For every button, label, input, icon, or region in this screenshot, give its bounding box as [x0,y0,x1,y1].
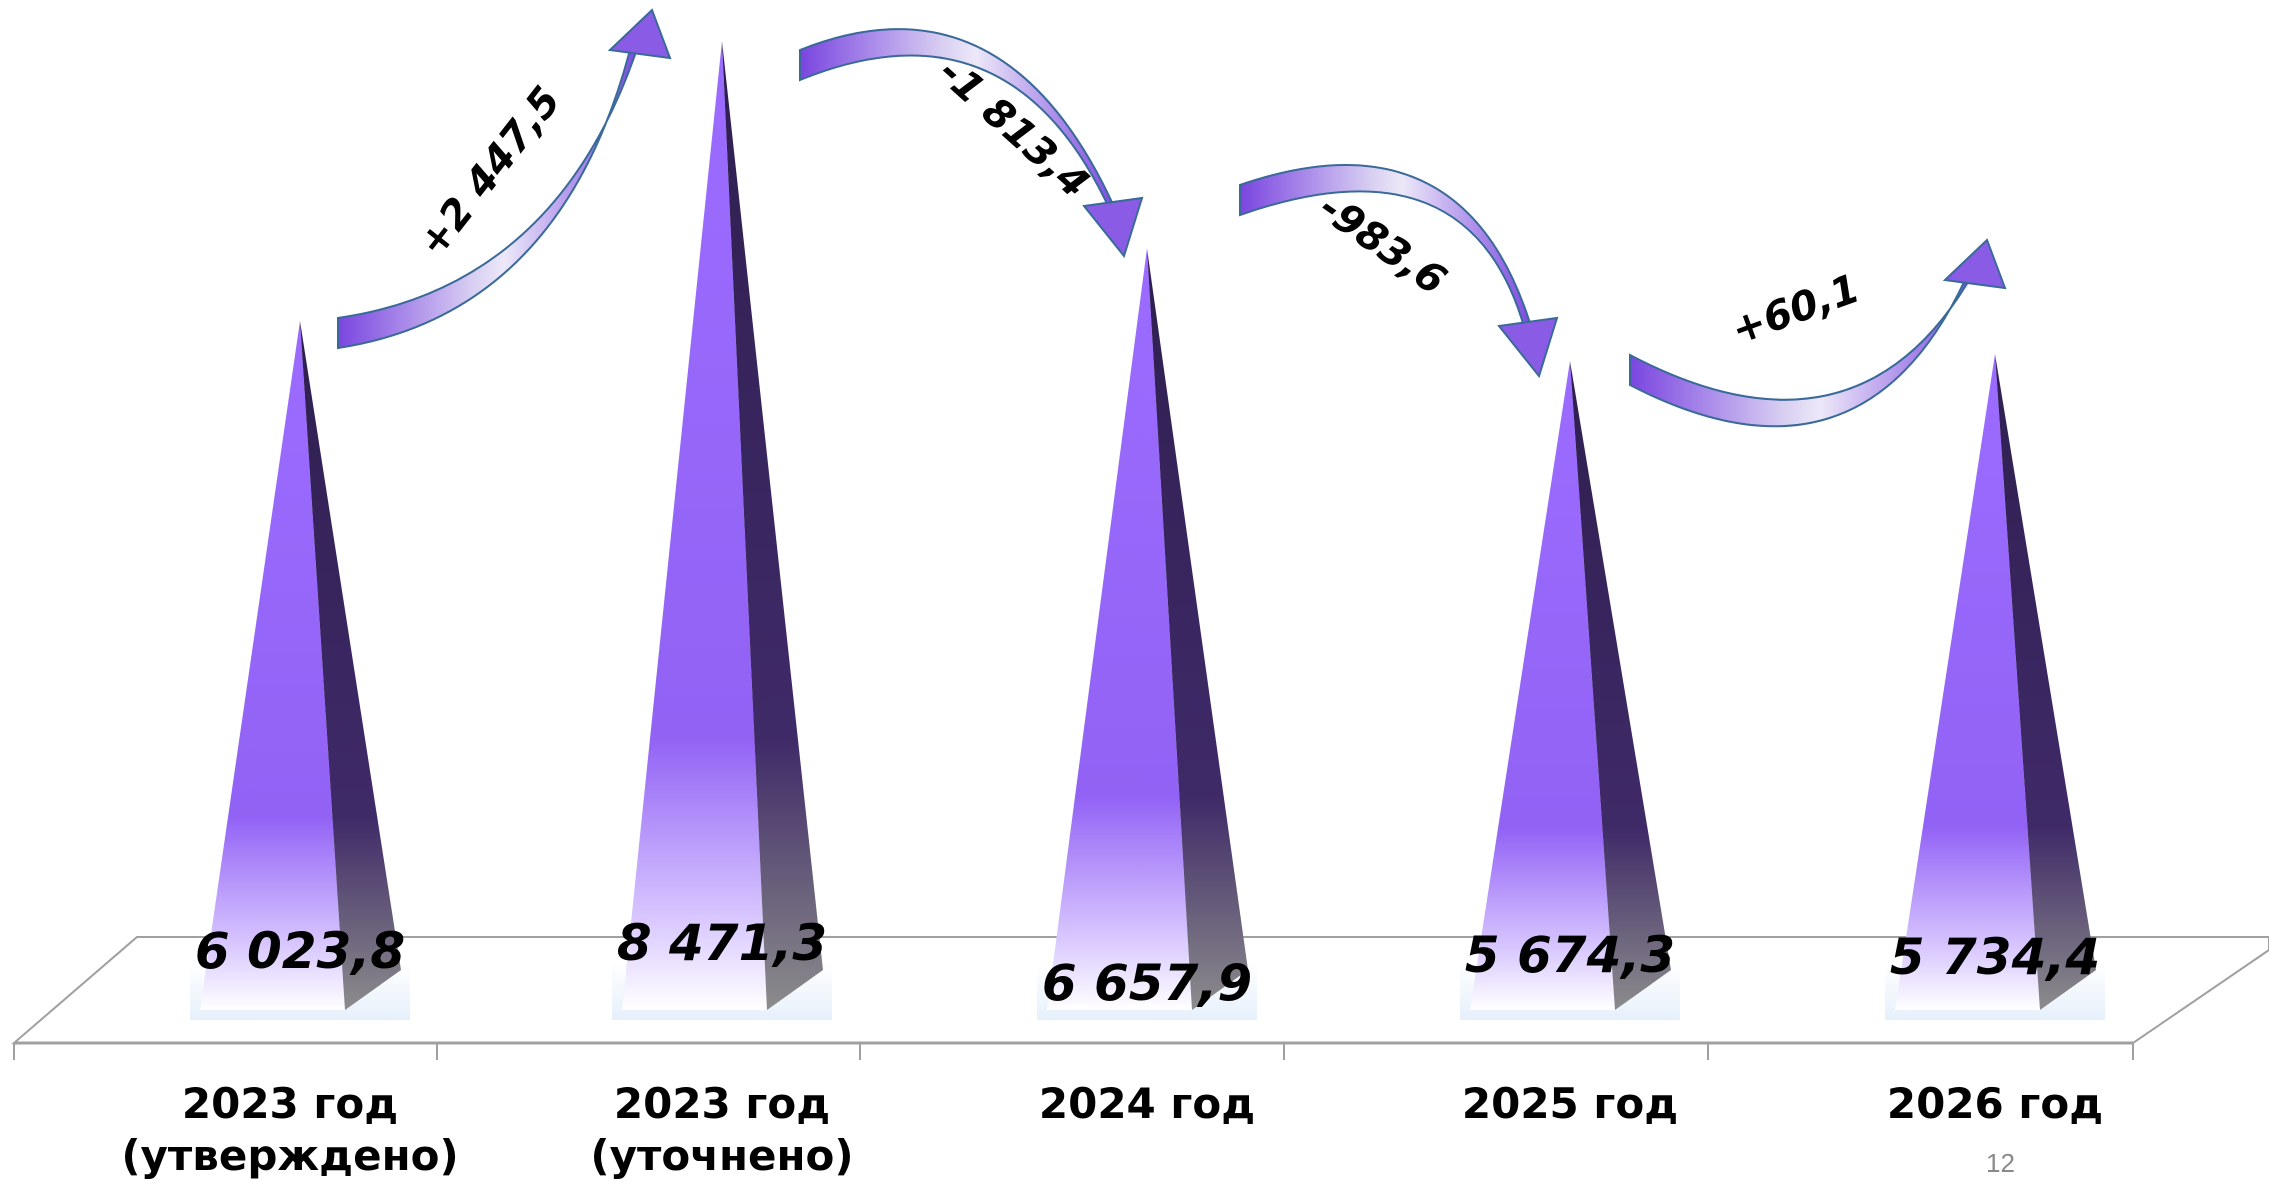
bar-side-face [722,40,823,1010]
value-label: 5 674,3 [1465,926,1675,984]
bar-front-face [1895,353,2040,1011]
value-label: 6 657,9 [1042,954,1252,1012]
bar-front-face [1047,248,1192,1010]
change-arrow: +60,1 [1629,238,2007,428]
arrow-head [607,8,672,60]
bar [1460,360,1680,1020]
arrow-head [1942,238,2007,290]
bar [1037,248,1257,1020]
bar [612,40,832,1020]
bar-side-face [1147,248,1248,1010]
category-label: 2026 год [1886,1079,2104,1128]
category-label: 2024 год [1038,1079,1256,1128]
arrow-head [1497,316,1559,379]
arrow-head [1082,196,1144,259]
change-arrow: -983,6 [1239,164,1559,379]
change-label: +60,1 [1726,266,1866,354]
category-label: 2023 год (уточнено) [590,1079,854,1180]
bar-front-face [200,320,345,1010]
bar [1885,353,2105,1020]
bar-front-face [1470,360,1615,1010]
change-arrows-group: +2 447,5 -1 813,4 -983,6 +60,1 [337,8,2007,428]
category-label: 2025 год [1461,1079,1679,1128]
value-labels-group: 6 023,8 8 471,3 6 657,9 5 674,3 5 734,4 [195,914,2100,1012]
change-arrow: +2 447,5 [337,8,672,350]
bars-group [190,40,2105,1020]
x-axis-ticks [13,1043,2134,1060]
change-label: +2 447,5 [410,78,570,265]
value-label: 5 734,4 [1890,928,2100,986]
bar-front-face [622,40,767,1010]
category-label: 2023 год (утверждено) [121,1079,459,1180]
bar-side-face [1995,353,2096,1011]
bar-side-face [1570,360,1671,1010]
value-label: 8 471,3 [617,914,827,972]
value-label: 6 023,8 [195,922,405,980]
page-number: 12 [1986,1148,2015,1178]
bar-side-face [300,320,401,1010]
bar [190,320,410,1020]
change-arrow: -1 813,4 [799,28,1144,259]
